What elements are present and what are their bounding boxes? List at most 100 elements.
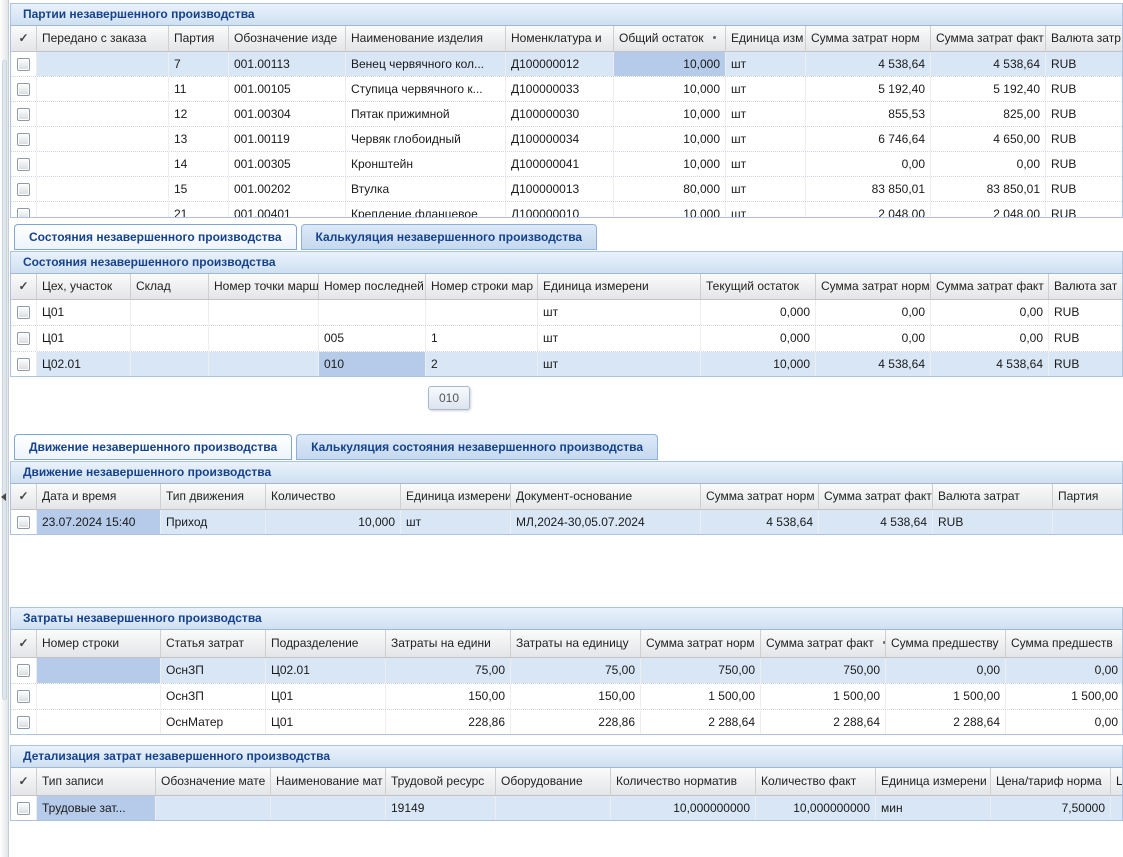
grid-cell[interactable] (131, 352, 209, 376)
grid-cell[interactable]: ОснМатер (161, 710, 266, 734)
row-checkbox[interactable] (17, 132, 30, 146)
row-checkbox[interactable] (17, 716, 30, 729)
column-header[interactable]: Партия (1053, 484, 1122, 509)
grid-row[interactable]: 15 001.00202 Втулка Д100000013 80,000 шт 83 85… (11, 177, 1122, 202)
grid-cell[interactable]: 5 192,40 (806, 77, 931, 101)
grid-cell[interactable]: 10,000000000 (756, 796, 876, 820)
grid-cell[interactable]: RUB (1046, 52, 1122, 76)
grid-cell[interactable] (37, 102, 169, 126)
column-header[interactable]: Наименование мат (271, 768, 386, 795)
grid-cell[interactable]: 0,000 (701, 300, 816, 325)
grid-cell[interactable]: 4 538,64 (701, 510, 819, 534)
tab-active[interactable]: Движение незавершенного производства (14, 434, 293, 460)
grid-row[interactable]: 12 001.00304 Пятак прижимной Д100000030 10,0… (11, 102, 1122, 127)
grid-cell[interactable] (496, 796, 611, 820)
row-checkbox[interactable] (17, 516, 30, 529)
column-header[interactable]: Номенклатура и (506, 26, 614, 51)
grid-cell[interactable]: Д100000012 (506, 52, 614, 76)
grid-cell[interactable]: 11 (169, 77, 229, 101)
grid-cell[interactable] (271, 796, 386, 820)
grid-cell[interactable]: 001.00113 (229, 52, 346, 76)
grid-cell[interactable]: шт (726, 102, 806, 126)
row-checkbox[interactable] (17, 182, 30, 196)
grid-cell[interactable]: Втулка (346, 177, 506, 201)
column-header[interactable]: Номер строки (37, 630, 161, 657)
column-header[interactable]: Количество норматив (611, 768, 756, 795)
grid-cell[interactable]: 75,00 (511, 658, 641, 683)
grid-cell[interactable]: 4 538,64 (819, 510, 933, 534)
column-header[interactable]: Номер строки мар (426, 274, 538, 299)
grid-cell[interactable]: Ц01 (37, 300, 131, 325)
grid-cell[interactable]: 2 288,64 (886, 710, 1006, 734)
grid-cell[interactable]: 10,000 (614, 152, 726, 176)
column-header[interactable]: Сумма затрат факт (819, 484, 933, 509)
grid-cell[interactable]: Ц02.01 (266, 658, 386, 683)
grid-cell[interactable]: Д100000034 (506, 127, 614, 151)
grid-row[interactable]: ОснЗП Ц02.01 75,00 75,00 750,00 750,00 0,00 0,0… (11, 658, 1122, 684)
grid-row[interactable]: 11 001.00105 Ступица червячного к... Д10000… (11, 77, 1122, 102)
grid-row[interactable]: Трудовые зат... 19149 10,000000000 10,00000… (11, 796, 1122, 820)
grid-cell[interactable]: 10,000 (266, 510, 401, 534)
grid-row[interactable]: 14 001.00305 Кронштейн Д100000041 10,000 шт 0,… (11, 152, 1122, 177)
column-header[interactable]: Ц (1111, 768, 1122, 795)
grid-cell[interactable] (37, 684, 161, 709)
grid-cell[interactable]: 0,00 (816, 300, 931, 325)
grid-cell[interactable] (131, 300, 209, 325)
grid-cell[interactable] (37, 177, 169, 201)
grid-cell[interactable]: 150,00 (386, 684, 511, 709)
grid-cell[interactable]: RUB (1046, 77, 1122, 101)
column-header[interactable]: Цех, участок (37, 274, 131, 299)
grid-cell[interactable]: 001.00202 (229, 177, 346, 201)
column-header[interactable]: Подразделение (266, 630, 386, 657)
grid-cell[interactable]: 150,00 (511, 684, 641, 709)
grid-cell[interactable]: шт (726, 52, 806, 76)
grid-row[interactable]: 7 001.00113 Венец червячного кол... Д100000… (11, 52, 1122, 77)
row-checkbox[interactable] (17, 57, 30, 71)
column-header[interactable]: Валюта затрат (933, 484, 1053, 509)
grid-cell[interactable]: 0,00 (806, 152, 931, 176)
grid-cell[interactable] (209, 300, 319, 325)
grid-cell[interactable]: 6 746,64 (806, 127, 931, 151)
grid-cell[interactable]: 0,00 (886, 658, 1006, 683)
grid-cell[interactable]: 4 538,64 (816, 352, 931, 376)
select-all-header[interactable]: ✓ (11, 630, 37, 657)
grid-cell[interactable]: 15 (169, 177, 229, 201)
column-header[interactable]: Количество факт (756, 768, 876, 795)
grid-cell[interactable]: Ступица червячного к... (346, 77, 506, 101)
grid-row[interactable]: ОснЗП Ц01 150,00 150,00 1 500,00 1 500,00 1 50… (11, 684, 1122, 710)
column-header[interactable]: Текущий остаток (701, 274, 816, 299)
grid-cell[interactable]: RUB (1046, 127, 1122, 151)
grid-cell[interactable]: Ц02.01 (37, 352, 131, 376)
grid-cell[interactable]: 001.00304 (229, 102, 346, 126)
grid-cell[interactable] (37, 658, 161, 683)
grid-cell[interactable]: 2 048,00 (931, 202, 1046, 217)
vertical-splitter[interactable] (0, 0, 9, 857)
grid-cell[interactable] (209, 352, 319, 376)
select-all-header[interactable]: ✓ (11, 484, 37, 509)
column-header[interactable]: Единица измерени (876, 768, 991, 795)
grid-cell[interactable]: шт (726, 127, 806, 151)
grid-cell[interactable]: 10,000000000 (611, 796, 756, 820)
grid-cell[interactable]: RUB (1049, 300, 1122, 325)
row-checkbox[interactable] (17, 107, 30, 121)
row-checkbox[interactable] (17, 332, 30, 345)
column-header[interactable]: Тип записи (37, 768, 156, 795)
row-checkbox[interactable] (17, 306, 30, 319)
grid-cell[interactable] (1053, 510, 1122, 534)
grid-cell[interactable]: Д100000030 (506, 102, 614, 126)
column-header[interactable]: Наименование изделия (346, 26, 506, 51)
grid-cell[interactable]: Ц01 (266, 710, 386, 734)
column-header[interactable]: Сумма затрат факт (931, 26, 1046, 51)
row-checkbox[interactable] (17, 358, 30, 371)
column-header[interactable]: Дата и время (37, 484, 161, 509)
column-header[interactable]: Единица измерени (538, 274, 701, 299)
grid-cell[interactable]: 83 850,01 (806, 177, 931, 201)
column-header[interactable]: Валюта зат (1049, 274, 1122, 299)
grid-cell[interactable] (37, 152, 169, 176)
grid-cell[interactable]: 4 538,64 (806, 52, 931, 76)
grid-cell[interactable]: 1 (426, 326, 538, 351)
grid-cell[interactable]: 010 (319, 352, 426, 376)
grid-cell[interactable]: 0,000 (701, 326, 816, 351)
column-header[interactable]: Трудовой ресурс (386, 768, 496, 795)
column-header[interactable]: Затраты на единицу (511, 630, 641, 657)
